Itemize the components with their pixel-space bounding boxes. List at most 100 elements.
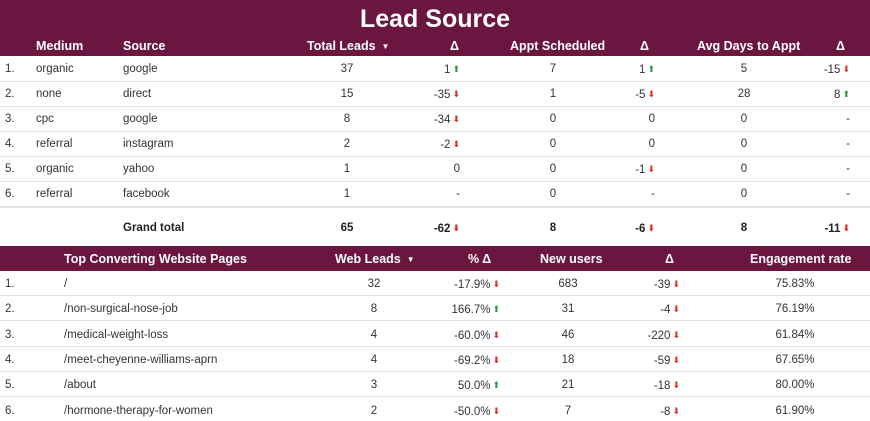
down-arrow-icon: ⬇ — [647, 223, 655, 233]
avg-days-cell: 28 — [737, 88, 751, 100]
down-arrow-icon: ⬇ — [672, 304, 680, 315]
down-arrow-icon: ⬇ — [672, 354, 680, 365]
engagement-rate-cell: 61.84% — [775, 328, 815, 341]
col-header-pct-delta[interactable]: % Δ — [468, 252, 492, 266]
row-divider — [0, 396, 870, 397]
delta-leads-cell: 0 — [380, 162, 460, 176]
delta-users-value: -4 — [660, 304, 671, 317]
pct-delta-value: -60.0% — [454, 329, 491, 342]
down-arrow-icon: ⬇ — [647, 164, 655, 174]
delta-appt-cell: -1 ⬇ — [575, 162, 655, 177]
down-arrow-icon: ⬇ — [452, 114, 460, 124]
pct-delta-value: -50.0% — [454, 405, 491, 418]
col-header-medium[interactable]: Medium — [36, 39, 84, 53]
delta-appt-value: 0 — [648, 138, 655, 150]
total-leads-cell: 37 — [340, 63, 354, 75]
row-number: 1. — [5, 278, 15, 290]
col-header-delta-avg-days[interactable]: Δ — [836, 39, 845, 53]
delta-users-cell: -59 ⬇ — [600, 353, 680, 368]
engagement-rate-cell: 75.83% — [775, 278, 815, 290]
page-title: Lead Source — [359, 5, 511, 33]
col-header-delta-users[interactable]: Δ — [665, 252, 674, 266]
grand-total-label: Grand total — [123, 222, 185, 234]
source-cell: yahoo — [123, 163, 155, 175]
down-arrow-icon: ⬇ — [672, 405, 680, 416]
appt-cell: 0 — [549, 163, 557, 175]
web-leads-cell: 2 — [370, 404, 378, 417]
up-arrow-icon: ⬆ — [492, 380, 500, 391]
page-path-cell: /medical-weight-loss — [64, 328, 169, 341]
down-arrow-icon: ⬇ — [492, 279, 500, 289]
appt-cell: 0 — [549, 113, 557, 125]
medium-cell: referral — [36, 188, 73, 200]
delta-users-value: -8 — [660, 405, 671, 418]
delta-users-cell: -8 ⬇ — [600, 404, 680, 419]
delta-users-value: -18 — [653, 380, 671, 393]
appt-cell: 1 — [549, 88, 557, 100]
engagement-rate-cell: 76.19% — [775, 303, 815, 316]
web-leads-cell: 4 — [370, 328, 378, 341]
grand-total-leads: 65 — [340, 222, 354, 234]
page-path-cell: /non-surgical-nose-job — [64, 303, 178, 316]
col-header-new-users[interactable]: New users — [540, 252, 603, 266]
down-arrow-icon: ⬇ — [492, 354, 500, 365]
col-header-source[interactable]: Source — [123, 39, 166, 53]
source-cell: google — [123, 113, 158, 125]
delta-appt-cell: 0 — [575, 137, 655, 151]
sort-desc-icon[interactable]: ▼ — [406, 255, 415, 264]
row-divider — [0, 320, 870, 321]
pct-delta-value: -17.9% — [454, 279, 491, 291]
total-leads-cell: 1 — [343, 163, 351, 175]
row-number: 3. — [5, 113, 15, 125]
delta-leads-value: -34 — [433, 114, 451, 126]
delta-avg-days-value: - — [846, 138, 850, 150]
col-header-page[interactable]: Top Converting Website Pages — [64, 252, 247, 266]
total-leads-cell: 8 — [343, 113, 351, 125]
delta-avg-days-value: 8 — [834, 89, 841, 101]
delta-users-cell: -220 ⬇ — [600, 328, 680, 343]
down-arrow-icon: ⬇ — [452, 139, 460, 149]
row-divider — [0, 131, 870, 132]
avg-days-cell: 0 — [740, 163, 748, 175]
new-users-cell: 31 — [561, 303, 575, 316]
col-header-avg-days[interactable]: Avg Days to Appt — [697, 39, 801, 53]
delta-leads-value: 1 — [444, 64, 451, 76]
row-divider — [0, 106, 870, 107]
col-header-web-leads[interactable]: Web Leads ▼ — [335, 251, 415, 268]
up-arrow-icon: ⬆ — [842, 89, 850, 99]
page-path-cell: /hormone-therapy-for-women — [64, 404, 213, 417]
avg-days-cell: 0 — [740, 188, 748, 200]
sort-desc-icon[interactable]: ▼ — [381, 42, 390, 51]
medium-cell: organic — [36, 63, 74, 75]
col-header-total-leads[interactable]: Total Leads ▼ — [307, 38, 389, 55]
source-cell: google — [123, 63, 158, 75]
web-leads-cell: 8 — [370, 303, 378, 316]
delta-leads-cell: -35 ⬇ — [380, 87, 460, 102]
col-header-delta-appt[interactable]: Δ — [640, 39, 649, 53]
col-header-delta-leads[interactable]: Δ — [450, 39, 459, 53]
delta-appt-value: -1 — [635, 164, 646, 176]
page-path-cell: / — [64, 278, 68, 290]
down-arrow-icon: ⬇ — [452, 223, 460, 233]
pct-delta-cell: -17.9% ⬇ — [410, 277, 500, 292]
col-header-engagement-rate[interactable]: Engagement rate — [750, 252, 852, 266]
grand-total-avg-days: 8 — [740, 222, 748, 234]
delta-appt-cell: 1 ⬆ — [575, 62, 655, 77]
row-divider — [0, 206, 870, 207]
down-arrow-icon: ⬇ — [672, 279, 680, 289]
up-arrow-icon: ⬆ — [492, 304, 500, 315]
delta-avg-days-value: - — [846, 188, 850, 200]
new-users-cell: 18 — [561, 353, 575, 366]
source-cell: instagram — [123, 138, 174, 150]
col-header-appt-scheduled[interactable]: Appt Scheduled — [510, 39, 606, 53]
delta-leads-value: - — [456, 188, 460, 200]
table2-header-bar — [0, 246, 870, 271]
engagement-rate-cell: 61.90% — [775, 404, 815, 417]
row-number: 4. — [5, 353, 15, 366]
delta-appt-value: 1 — [639, 64, 646, 76]
pct-delta-value: 166.7% — [451, 304, 491, 317]
pct-delta-cell: -60.0% ⬇ — [410, 328, 500, 343]
pct-delta-value: -69.2% — [454, 354, 491, 367]
delta-leads-cell: -2 ⬇ — [380, 137, 460, 152]
delta-avg-days-cell: - — [770, 112, 850, 126]
